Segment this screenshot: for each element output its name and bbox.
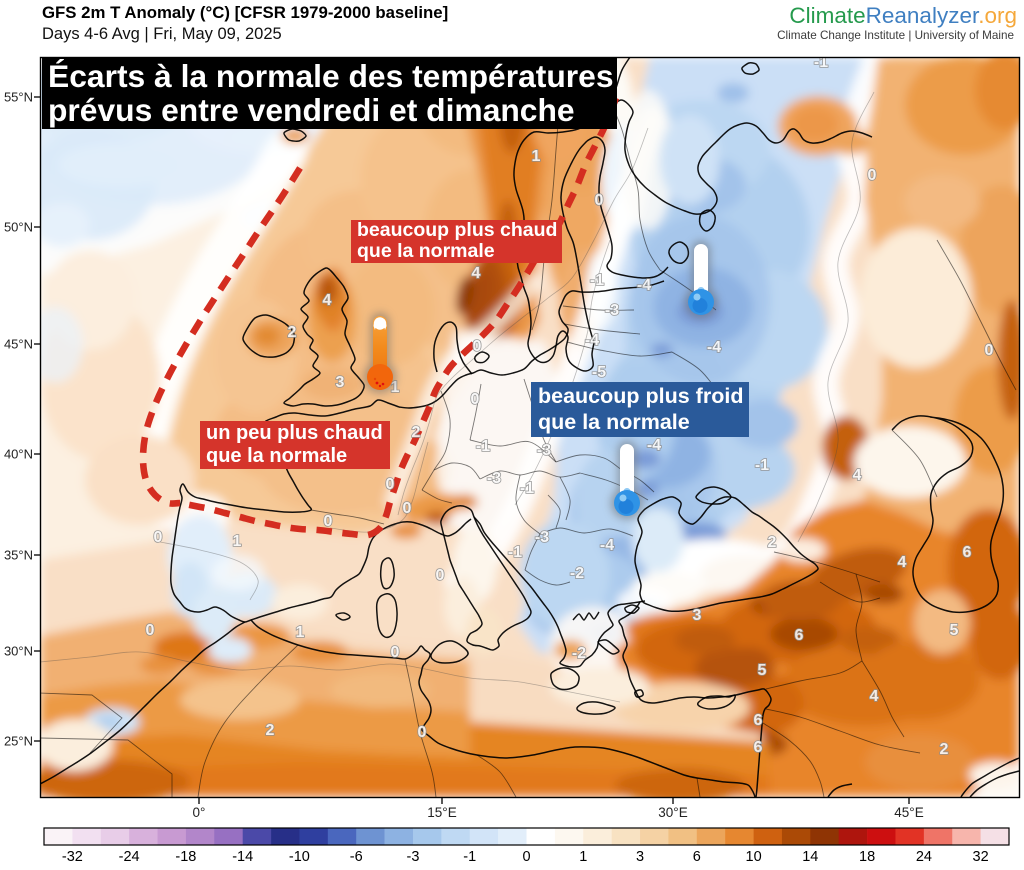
svg-text:-1: -1 (508, 544, 522, 561)
svg-text:1: 1 (532, 148, 541, 165)
svg-text:1: 1 (391, 379, 400, 396)
svg-text:18: 18 (859, 849, 875, 865)
svg-text:3: 3 (636, 849, 644, 865)
svg-text:24: 24 (916, 849, 932, 865)
svg-text:6: 6 (693, 849, 701, 865)
svg-text:-4: -4 (707, 339, 721, 356)
svg-text:0: 0 (391, 644, 400, 661)
svg-text:-4: -4 (600, 537, 614, 554)
svg-text:0: 0 (868, 167, 877, 184)
svg-text:-24: -24 (119, 849, 140, 865)
svg-text:6: 6 (963, 544, 972, 561)
svg-text:0: 0 (436, 567, 445, 584)
svg-text:0: 0 (324, 513, 333, 530)
svg-text:-1: -1 (476, 438, 490, 455)
svg-text:-6: -6 (350, 849, 363, 865)
svg-text:0: 0 (985, 342, 994, 359)
svg-text:-14: -14 (232, 849, 253, 865)
svg-text:5: 5 (758, 662, 767, 679)
svg-text:0: 0 (154, 529, 163, 546)
svg-text:1: 1 (579, 849, 587, 865)
svg-text:-3: -3 (407, 849, 420, 865)
svg-text:45°N: 45°N (4, 337, 33, 352)
svg-text:2: 2 (288, 324, 297, 341)
svg-text:-2: -2 (572, 645, 586, 662)
svg-text:-32: -32 (62, 849, 83, 865)
svg-text:25°N: 25°N (4, 734, 33, 749)
svg-text:14: 14 (802, 849, 818, 865)
svg-text:-3: -3 (487, 470, 501, 487)
svg-text:-1: -1 (463, 849, 476, 865)
svg-text:0: 0 (522, 849, 530, 865)
svg-text:-1: -1 (520, 480, 534, 497)
svg-text:-4: -4 (585, 332, 599, 349)
svg-text:1: 1 (296, 624, 305, 641)
svg-text:-10: -10 (289, 849, 310, 865)
svg-text:10: 10 (746, 849, 762, 865)
svg-text:0: 0 (146, 622, 155, 639)
svg-text:2: 2 (940, 741, 949, 758)
svg-text:2: 2 (412, 424, 421, 441)
svg-text:4: 4 (472, 265, 481, 282)
svg-text:-3: -3 (605, 302, 619, 319)
svg-text:50°N: 50°N (4, 220, 33, 235)
svg-text:2: 2 (768, 534, 777, 551)
svg-text:-18: -18 (175, 849, 196, 865)
svg-text:4: 4 (898, 554, 907, 571)
svg-text:55°N: 55°N (4, 90, 33, 105)
svg-text:-1: -1 (590, 272, 604, 289)
svg-text:30°N: 30°N (4, 644, 33, 659)
svg-text:35°N: 35°N (4, 548, 33, 563)
svg-text:0: 0 (386, 476, 395, 493)
svg-text:1: 1 (233, 533, 242, 550)
svg-text:-1: -1 (814, 54, 828, 71)
svg-text:2: 2 (266, 722, 275, 739)
svg-text:-4: -4 (647, 437, 661, 454)
svg-text:3: 3 (336, 374, 345, 391)
svg-text:0: 0 (471, 391, 480, 408)
svg-text:4: 4 (870, 688, 879, 705)
svg-text:45°E: 45°E (894, 805, 923, 820)
svg-text:0: 0 (403, 500, 412, 517)
svg-text:0°: 0° (193, 805, 206, 820)
svg-text:5: 5 (950, 622, 959, 639)
svg-text:6: 6 (795, 627, 804, 644)
svg-text:-3: -3 (535, 529, 549, 546)
svg-text:0: 0 (418, 724, 427, 741)
svg-text:0: 0 (595, 192, 604, 209)
svg-text:-3: -3 (537, 442, 551, 459)
svg-text:4: 4 (853, 467, 862, 484)
svg-text:-1: -1 (755, 457, 769, 474)
svg-text:6: 6 (754, 712, 763, 729)
svg-text:30°E: 30°E (658, 805, 687, 820)
svg-text:3: 3 (693, 607, 702, 624)
svg-text:4: 4 (323, 292, 332, 309)
svg-text:-5: -5 (592, 364, 606, 381)
svg-text:0: 0 (473, 338, 482, 355)
svg-text:40°N: 40°N (4, 447, 33, 462)
svg-text:-4: -4 (637, 277, 651, 294)
svg-text:6: 6 (754, 739, 763, 756)
svg-text:32: 32 (973, 849, 989, 865)
svg-text:-2: -2 (570, 565, 584, 582)
svg-text:15°E: 15°E (427, 805, 456, 820)
